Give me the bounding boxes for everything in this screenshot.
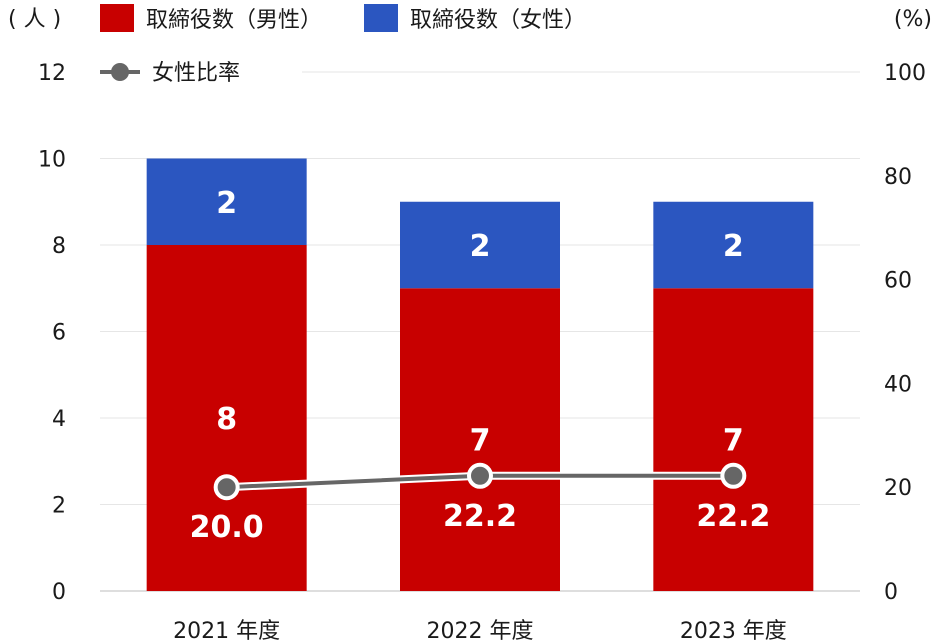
bar-label-male: 8 — [216, 402, 237, 437]
ratio-value-label: 22.2 — [443, 499, 517, 534]
bar-label-male: 7 — [723, 424, 744, 459]
left-tick-label: 6 — [52, 321, 66, 346]
bar-female[interactable] — [400, 201, 560, 289]
bar-label-female: 2 — [216, 186, 237, 221]
left-tick-label: 4 — [52, 407, 66, 432]
category-label: 2022 年度 — [427, 619, 534, 640]
right-tick-label: 20 — [884, 476, 912, 501]
legend-label-female: 取締役数（女性） — [410, 8, 586, 33]
left-axis-unit: ( 人 ) — [8, 7, 61, 32]
legend-swatch-male — [100, 4, 134, 32]
ratio-point[interactable] — [720, 462, 747, 489]
ratio-value-label: 20.0 — [190, 510, 264, 545]
bar-label-female: 2 — [723, 229, 744, 264]
category-label: 2021 年度 — [173, 619, 280, 640]
left-tick-label: 2 — [52, 494, 66, 519]
bar-female[interactable] — [146, 158, 307, 246]
right-tick-label: 80 — [884, 165, 912, 190]
right-tick-label: 0 — [884, 580, 898, 605]
bar-label-female: 2 — [470, 229, 491, 264]
legend-item-male[interactable]: 取締役数（男性） — [100, 4, 322, 33]
left-tick-label: 12 — [38, 61, 66, 86]
bars — [146, 158, 814, 591]
ratio-value-label: 22.2 — [696, 499, 770, 534]
ratio-point[interactable] — [213, 474, 240, 501]
right-axis-unit: (%) — [894, 7, 932, 32]
bar-male[interactable] — [146, 245, 307, 591]
left-axis-ticks: 0 2 4 6 8 10 12 — [38, 61, 66, 605]
legend-label-ratio: 女性比率 — [152, 61, 240, 86]
right-tick-label: 60 — [884, 269, 912, 294]
left-tick-label: 8 — [52, 234, 66, 259]
right-axis-ticks: 0 20 40 60 80 100 — [884, 61, 926, 605]
ratio-point[interactable] — [467, 462, 493, 489]
legend-label-male: 取締役数（男性） — [146, 8, 322, 33]
bar-male[interactable] — [400, 288, 560, 591]
category-label: 2023 年度 — [680, 619, 787, 640]
legend-marker-ratio — [111, 63, 129, 81]
right-tick-label: 100 — [884, 61, 926, 86]
bar-label-male: 7 — [470, 424, 491, 459]
segment-labels: 8 2 7 2 7 2 — [216, 186, 744, 459]
left-tick-label: 0 — [52, 580, 66, 605]
legend-item-female[interactable]: 取締役数（女性） — [364, 4, 586, 33]
legend-item-ratio[interactable]: 女性比率 — [100, 61, 240, 86]
bar-female[interactable] — [653, 201, 814, 289]
category-labels: 2021 年度 2022 年度 2023 年度 — [173, 619, 787, 640]
right-tick-label: 40 — [884, 372, 912, 397]
legend: 取締役数（男性） 取締役数（女性） 女性比率 — [100, 4, 586, 86]
left-tick-label: 10 — [38, 148, 66, 173]
bar-male[interactable] — [653, 288, 814, 591]
ratio-line — [213, 462, 747, 501]
legend-swatch-female — [364, 4, 398, 32]
ratio-labels: 20.0 22.2 22.2 — [190, 499, 771, 545]
